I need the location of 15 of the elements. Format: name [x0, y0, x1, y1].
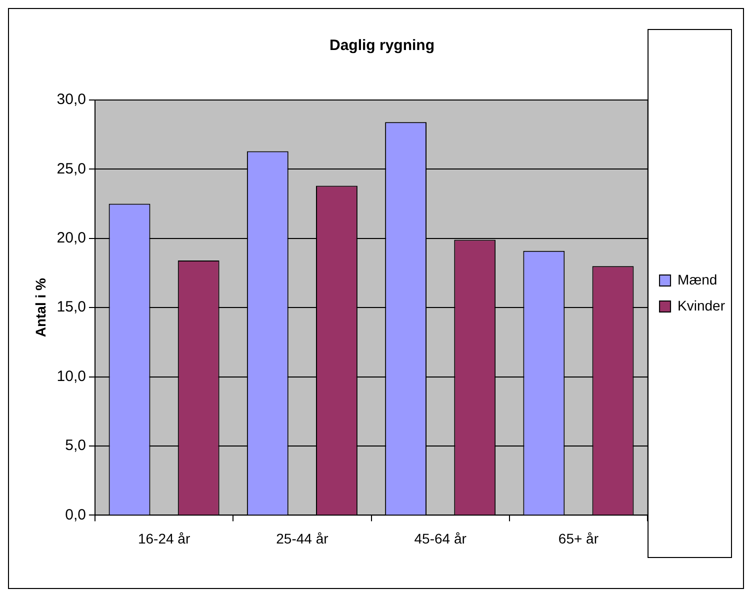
y-tick-label: 30,0	[56, 91, 86, 108]
y-tick-label: 10,0	[56, 368, 86, 385]
y-tick-label: 20,0	[56, 230, 86, 247]
x-tick-label: 16-24 år	[138, 530, 190, 546]
x-tick-label: 45-64 år	[414, 530, 467, 546]
y-tick-label: 5,0	[65, 437, 86, 454]
y-tick-label: 15,0	[56, 298, 86, 316]
y-tick-label: 0,0	[65, 506, 86, 524]
x-tick-label: 65+ år	[558, 530, 599, 546]
y-tick-label: 25,0	[56, 160, 86, 178]
y-axis-title: Antal i %	[32, 277, 48, 338]
legend-label: Mænd	[678, 271, 718, 288]
chart-title: Daglig rygning	[330, 37, 434, 54]
legend-label: Kvinder	[678, 297, 726, 314]
x-tick-label: 25-44 år	[276, 530, 329, 546]
